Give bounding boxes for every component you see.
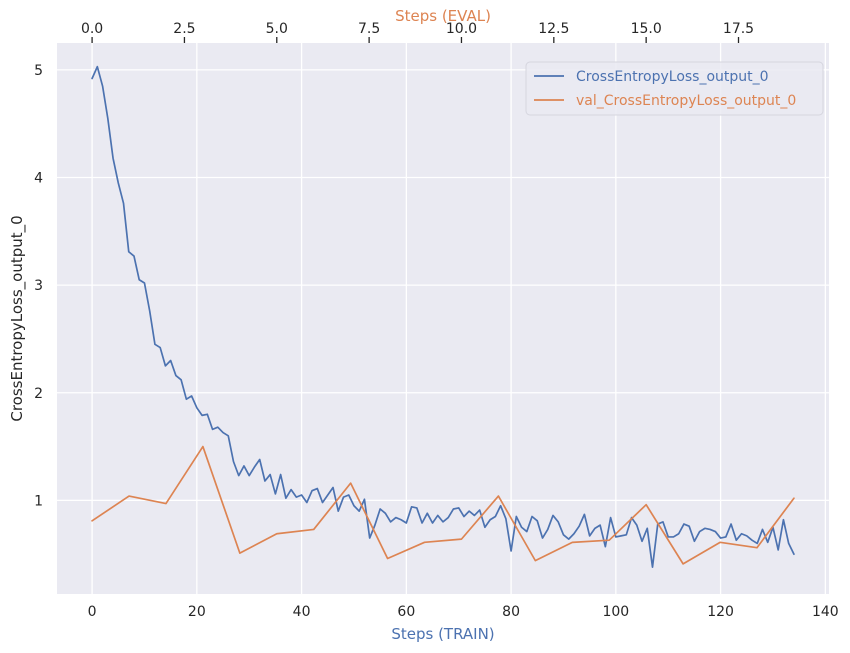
legend-label-val: val_CrossEntropyLoss_output_0	[576, 93, 796, 109]
x-tick-label-top: 7.5	[358, 21, 380, 37]
y-tick-label: 5	[34, 63, 43, 79]
x-tick-label-top: 10.0	[446, 21, 477, 37]
series-line-train	[91, 65, 795, 568]
x-tick-label-bottom: 100	[602, 604, 629, 620]
x-tick-label-top: 17.5	[723, 21, 754, 37]
x-axis-title-bottom: Steps (TRAIN)	[391, 625, 494, 643]
x-tick-label-bottom: 0	[88, 604, 97, 620]
x-tick-label-bottom: 40	[293, 604, 311, 620]
x-tick-label-top: 15.0	[631, 21, 662, 37]
x-tick-label-top: 5.0	[266, 21, 288, 37]
plot-area	[57, 43, 829, 594]
series-layer	[91, 65, 795, 568]
tick-layer: 0 20 40 60 80 100 120 140 1 2 3 4 5 0.0 2.5 5.0 7.5 10.0 1…	[34, 21, 839, 620]
x-tick-label-bottom: 140	[812, 604, 839, 620]
x-tick-label-top: 12.5	[538, 21, 569, 37]
legend-label-train: CrossEntropyLoss_output_0	[576, 69, 769, 85]
x-tick-label-bottom: 60	[397, 604, 415, 620]
y-axis-title: CrossEntropyLoss_output_0	[8, 215, 27, 421]
x-tick-label-top: 0.0	[81, 21, 103, 37]
y-tick-label: 4	[34, 171, 43, 187]
x-tick-label-bottom: 20	[188, 604, 206, 620]
legend: CrossEntropyLoss_output_0 val_CrossEntro…	[525, 61, 824, 116]
x-tick-label-bottom: 80	[502, 604, 520, 620]
y-tick-label: 2	[34, 386, 43, 402]
x-axis-title-top: Steps (EVAL)	[395, 7, 491, 25]
x-tick-label-top: 2.5	[173, 21, 195, 37]
series-line-val	[91, 445, 795, 565]
y-tick-label: 3	[34, 278, 43, 294]
legend-box	[525, 61, 824, 116]
x-tick-label-bottom: 120	[707, 604, 734, 620]
y-tick-label: 1	[34, 493, 43, 509]
